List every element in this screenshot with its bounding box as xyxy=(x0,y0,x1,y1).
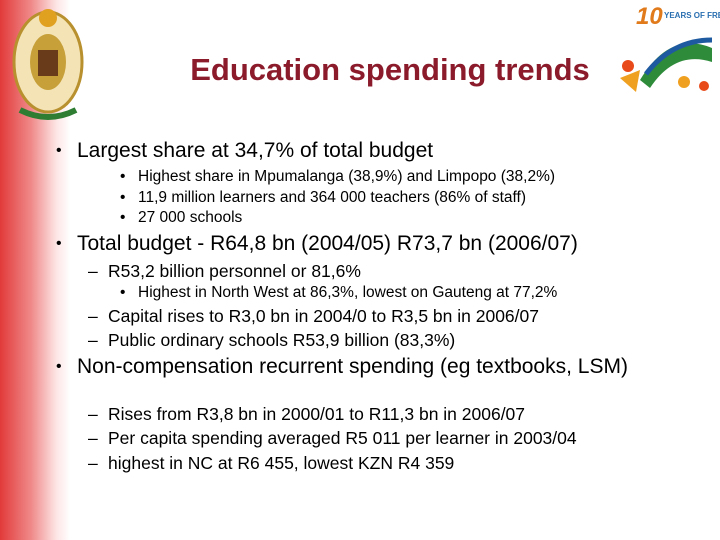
slide-title: Education spending trends xyxy=(190,52,590,87)
bullet-text: Rises from R3,8 bn in 2000/01 to R11,3 b… xyxy=(108,404,526,424)
bullet-item: • 11,9 million learners and 364 000 teach… xyxy=(120,189,708,206)
logo-number: 10 xyxy=(636,3,663,30)
bullet-text: Public ordinary schools R53,9 billion (8… xyxy=(108,330,456,350)
freedom-logo: 10 YEARS OF FREEDOM xyxy=(620,3,720,92)
bullet-marker: • xyxy=(56,142,62,159)
bullet-item: • Highest share in Mpumalanga (38,9%) and… xyxy=(120,168,708,185)
bullet-item: • Largest share at 34,7% of total budget xyxy=(56,139,677,162)
bullet-marker: • xyxy=(120,168,126,185)
bullet-item: • 27 000 schools xyxy=(120,209,708,226)
coat-of-arms xyxy=(12,9,84,120)
bullet-text: Total budget - R64,8 bn (2004/05) R73,7 … xyxy=(77,232,578,255)
bullet-marker: • xyxy=(56,358,62,375)
bullet-item: – Public ordinary schools R53,9 billion (… xyxy=(88,330,698,350)
bullet-text: 27 000 schools xyxy=(138,209,243,226)
bullet-marker: • xyxy=(56,235,62,252)
bullet-item: – R53,2 billion personnel or 81,6% xyxy=(88,261,698,281)
bullet-item: • Total budget - R64,8 bn (2004/05) R73,7… xyxy=(56,232,677,255)
bullet-text: Capital rises to R3,0 bn in 2004/0 to R3… xyxy=(108,306,539,326)
bullet-marker: • xyxy=(120,284,126,301)
bullet-item: – Per capita spending averaged R5 011 per… xyxy=(88,428,698,448)
bullet-marker: – xyxy=(88,330,98,350)
bullet-item: • Non-compensation recurrent spending (eg… xyxy=(56,355,677,378)
bullet-item: – highest in NC at R6 455, lowest KZN R4 … xyxy=(88,453,698,473)
bullet-text: Highest in North West at 86,3%, lowest o… xyxy=(138,284,558,301)
bullet-item: – Capital rises to R3,0 bn in 2004/0 to R… xyxy=(88,306,698,326)
bullet-marker: – xyxy=(88,404,98,424)
logo-text: YEARS OF FREEDOM xyxy=(664,11,720,20)
bullet-marker: • xyxy=(120,189,126,206)
bullet-marker: – xyxy=(88,428,98,448)
bullet-marker: – xyxy=(88,306,98,326)
bullet-item: • Highest in North West at 86,3%, lowest … xyxy=(120,284,708,301)
bullet-item: – Rises from R3,8 bn in 2000/01 to R11,3 … xyxy=(88,404,698,424)
bullet-marker: – xyxy=(88,261,98,281)
bullet-text: Per capita spending averaged R5 011 per … xyxy=(108,428,577,448)
bullet-text: Non-compensation recurrent spending (eg … xyxy=(77,355,628,378)
bullet-text: Largest share at 34,7% of total budget xyxy=(77,139,434,162)
logos: 10 YEARS OF FREEDOM xyxy=(12,3,720,120)
bullet-text: highest in NC at R6 455, lowest KZN R4 3… xyxy=(108,453,455,473)
bullet-marker: • xyxy=(120,209,126,226)
bullet-text: Highest share in Mpumalanga (38,9%) and … xyxy=(138,168,556,185)
bullet-marker: – xyxy=(88,453,98,473)
bullet-text: R53,2 billion personnel or 81,6% xyxy=(108,261,361,281)
bullet-text: 11,9 million learners and 364 000 teache… xyxy=(138,189,527,206)
